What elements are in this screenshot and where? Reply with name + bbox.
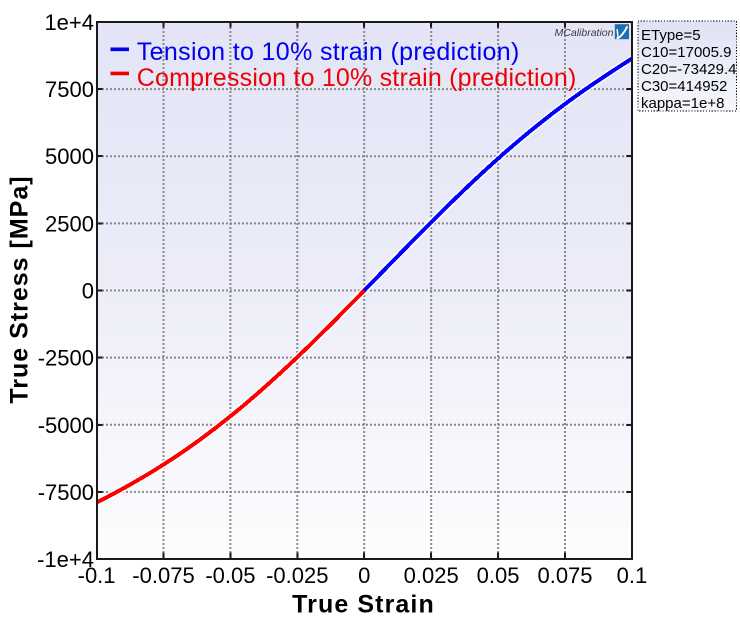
svg-text:Compression to 10% strain (pre: Compression to 10% strain (prediction): [137, 64, 577, 92]
svg-text:MCalibration: MCalibration: [555, 27, 614, 39]
svg-text:kappa=1e+8: kappa=1e+8: [641, 95, 724, 112]
svg-text:0.1: 0.1: [617, 563, 648, 588]
svg-text:-0.05: -0.05: [205, 563, 255, 588]
svg-text:C20=-73429.4: C20=-73429.4: [641, 61, 737, 78]
svg-text:-0.075: -0.075: [132, 563, 194, 588]
svg-text:0.05: 0.05: [477, 563, 520, 588]
svg-text:Tension to 10% strain (predict: Tension to 10% strain (prediction): [137, 38, 520, 66]
svg-text:-2500: -2500: [38, 346, 94, 371]
svg-text:-7500: -7500: [38, 480, 94, 505]
svg-text:2500: 2500: [45, 211, 94, 236]
svg-text:True Stress [MPa]: True Stress [MPa]: [6, 175, 34, 403]
svg-text:0: 0: [82, 279, 94, 304]
svg-text:5000: 5000: [45, 144, 94, 169]
svg-text:EType=5: EType=5: [641, 27, 701, 44]
svg-text:1e+4: 1e+4: [44, 10, 94, 35]
svg-text:C10=17005.9: C10=17005.9: [641, 44, 732, 61]
svg-text:-0.025: -0.025: [266, 563, 328, 588]
svg-text:-1e+4: -1e+4: [37, 547, 94, 572]
svg-text:7500: 7500: [45, 77, 94, 102]
svg-text:0.075: 0.075: [537, 563, 592, 588]
svg-text:0.025: 0.025: [404, 563, 459, 588]
svg-text:-5000: -5000: [38, 413, 94, 438]
svg-text:C30=414952: C30=414952: [641, 78, 727, 95]
svg-text:-0.1: -0.1: [78, 563, 116, 588]
svg-text:True Strain: True Strain: [292, 590, 435, 618]
svg-text:0: 0: [358, 563, 370, 588]
